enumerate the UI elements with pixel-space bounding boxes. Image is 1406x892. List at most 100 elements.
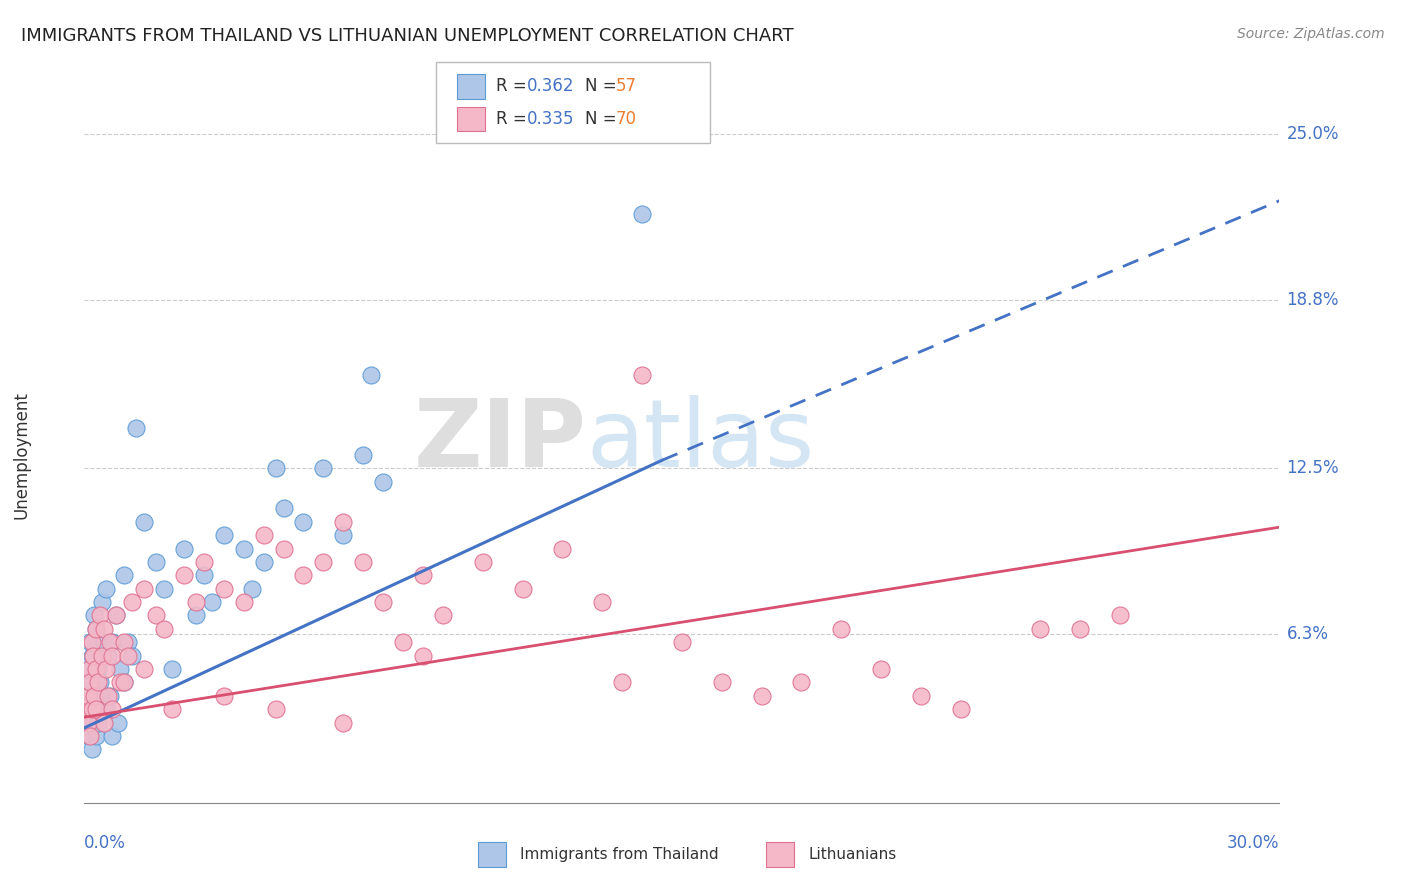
Text: R =: R = [496,110,533,128]
Text: Lithuanians: Lithuanians [808,847,897,862]
Point [710,675,733,690]
Point [91,595,114,609]
Point [160,662,183,676]
Point [84,729,107,743]
Point [332,528,354,542]
Point [105,608,128,623]
Point [105,608,128,623]
Point [89,675,111,690]
Point [412,648,434,663]
Point [87,675,110,690]
Point [212,689,235,703]
Point [112,568,135,582]
Point [591,595,613,609]
Point [93,715,115,730]
Point [82,648,104,663]
Point [332,715,354,730]
Point [96,702,118,716]
Text: ZIP: ZIP [413,395,586,487]
Point [80,675,103,690]
Point [79,729,101,743]
Point [392,635,415,649]
Point [101,729,124,743]
Point [87,662,110,676]
Point [112,635,135,649]
Point [97,689,120,703]
Point [551,541,574,556]
Point [145,608,167,623]
Point [253,555,276,569]
Text: 0.362: 0.362 [527,78,575,95]
Point [77,689,100,703]
Point [193,568,215,582]
Point [173,541,195,556]
Point [173,568,195,582]
Point [84,702,107,716]
Point [117,648,139,663]
Point [76,662,98,676]
Point [240,582,263,596]
Point [77,715,100,730]
Point [610,675,633,690]
Point [96,662,118,676]
Point [671,635,693,649]
Point [1069,622,1091,636]
Point [89,689,111,703]
Point [264,702,287,716]
Point [193,555,215,569]
Text: 30.0%: 30.0% [1227,834,1279,852]
Point [75,702,97,716]
Point [96,582,118,596]
Text: 12.5%: 12.5% [1286,459,1339,477]
Point [432,608,454,623]
Point [132,515,156,529]
Point [79,635,101,649]
Point [110,675,132,690]
Point [292,568,315,582]
Text: N =: N = [585,110,621,128]
Point [110,662,132,676]
Text: 6.3%: 6.3% [1286,625,1329,643]
Point [631,368,654,382]
Point [82,742,104,756]
Point [273,501,295,516]
Point [112,675,135,690]
Point [77,729,100,743]
Point [910,689,932,703]
Text: 0.0%: 0.0% [84,834,127,852]
Point [83,689,105,703]
Point [83,702,105,716]
Point [76,689,98,703]
Point [751,689,773,703]
Point [184,608,207,623]
Point [89,608,111,623]
Point [82,635,104,649]
Point [360,368,382,382]
Text: 0.335: 0.335 [527,110,575,128]
Point [160,702,183,716]
Point [82,702,104,716]
Point [79,675,101,690]
Point [264,461,287,475]
Point [512,582,534,596]
Point [212,582,235,596]
Point [870,662,893,676]
Point [352,555,374,569]
Point [77,662,100,676]
Text: 57: 57 [616,78,637,95]
Point [153,622,176,636]
Text: Immigrants from Thailand: Immigrants from Thailand [520,847,718,862]
Point [132,582,156,596]
Point [1029,622,1052,636]
Point [98,689,121,703]
Point [97,648,120,663]
Point [232,595,254,609]
Point [101,635,124,649]
Point [84,662,107,676]
Point [830,622,852,636]
Point [125,421,148,435]
Text: Source: ZipAtlas.com: Source: ZipAtlas.com [1237,27,1385,41]
Point [132,662,156,676]
Point [232,541,254,556]
Point [84,689,107,703]
